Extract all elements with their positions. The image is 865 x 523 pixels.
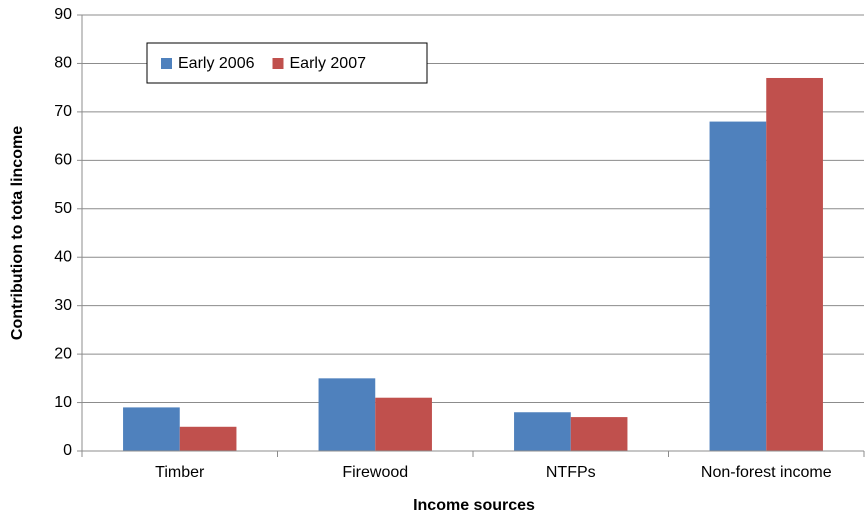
y-tick-label: 10 [54, 394, 72, 411]
x-axis-label: Income sources [413, 497, 535, 514]
y-tick-label: 80 [54, 55, 72, 72]
y-axis-label: Contribution to tota lincome [9, 126, 26, 340]
x-tick-label: Non-forest income [701, 464, 832, 481]
bar [766, 77, 823, 451]
legend-box [146, 42, 428, 84]
bar [179, 426, 237, 451]
legend-swatch [161, 58, 172, 69]
y-tick-label: 60 [54, 152, 72, 169]
y-tick-label: 20 [54, 345, 72, 362]
x-tick-label: NTFPs [546, 464, 596, 481]
bar [709, 121, 767, 452]
y-tick-label: 70 [54, 103, 72, 120]
bar [123, 407, 180, 451]
legend-label: Early 2006 [178, 55, 255, 72]
y-tick-label: 90 [54, 6, 72, 23]
bar [318, 378, 376, 451]
legend-swatch [272, 58, 284, 69]
bar [514, 412, 571, 451]
y-tick-label: 30 [54, 297, 72, 314]
y-tick-label: 40 [54, 248, 72, 265]
x-tick-label: Firewood [342, 464, 408, 481]
bar [570, 417, 628, 451]
y-tick-label: 0 [63, 442, 72, 459]
legend-label: Early 2007 [290, 55, 367, 72]
bar [375, 397, 432, 451]
x-tick-label: Timber [155, 464, 205, 481]
y-tick-label: 50 [54, 200, 72, 217]
